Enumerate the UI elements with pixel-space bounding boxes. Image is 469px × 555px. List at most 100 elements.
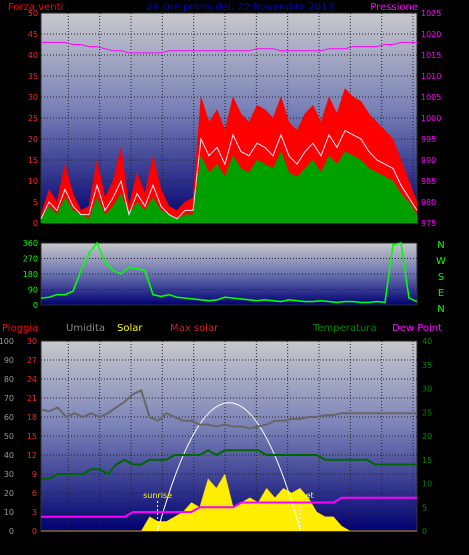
y-tick-humidity: 70 (4, 394, 14, 403)
y-axis-left-1: 0 5 10 15 20 25 30 35 40 45 50 (28, 9, 38, 228)
y-tick-right: 980 (421, 198, 436, 207)
series-line (41, 496, 417, 518)
series-line (41, 449, 417, 480)
sunrise-label: sunrise (143, 491, 172, 500)
y-tick-left: 30 (28, 93, 38, 102)
y-tick-left: 50 (28, 9, 38, 18)
y-tick-left: 5 (33, 198, 38, 207)
y-tick-rain: 24 (27, 375, 37, 384)
y-tick-right: 1000 (421, 114, 441, 123)
y-axis-left-3: 0 10 20 30 40 50 60 70 80 90 100 (0, 337, 14, 536)
y-tick-left: 45 (28, 30, 38, 39)
x-tick: 18 (314, 228, 324, 237)
x-tick: 06 (126, 538, 136, 547)
x-tick: 20 (345, 228, 355, 237)
x-tick: 16 (283, 228, 293, 237)
wind-series-area (40, 150, 418, 224)
wind-avg-line (40, 129, 418, 220)
y-tick-rain: 0 (32, 527, 37, 536)
y-tick-left: 15 (28, 156, 38, 165)
x-tick: 06 (126, 228, 136, 237)
y-tick-temp: 5 (422, 503, 427, 512)
legend-entry: Dew Point (392, 323, 442, 334)
x-tick: 16 (283, 538, 293, 547)
x-axis-sunrise-label: sunrise (144, 539, 169, 547)
wind-direction-line (40, 241, 418, 304)
y-tick-humidity: 30 (4, 470, 14, 479)
y-axis-right-1: 975 980 985 990 995 1000 1005 1010 1015 1020 1025 (421, 9, 441, 228)
y-tick-rain: 3 (32, 508, 37, 517)
compass-label: E (438, 288, 444, 299)
y-tick-dir: 360 (23, 239, 38, 248)
y-tick-left: 40 (28, 51, 38, 60)
y-tick-rain: 21 (27, 394, 37, 403)
plot-area-2 (41, 243, 417, 305)
y-tick-right: 990 (421, 156, 436, 165)
y-tick-humidity: 50 (4, 432, 14, 441)
y-tick-right: 975 (421, 219, 436, 228)
x-tick: 04 (95, 228, 105, 237)
y-tick-left: 0 (33, 219, 38, 228)
x-tick: 14 (251, 228, 261, 237)
y-tick-dir: 270 (23, 255, 38, 264)
y-tick-right: 1005 (421, 93, 441, 102)
y-tick-temp: 40 (422, 337, 432, 346)
y-axis-rain-3: 0 3 6 9 12 15 18 21 24 27 30 (27, 337, 37, 536)
x-tick: 20 (345, 538, 355, 547)
y-tick-left: 20 (28, 135, 38, 144)
x-tick: 00 (408, 228, 418, 237)
chart-title: 24 Ore prima del: 22 Novembre 2013 (146, 2, 333, 13)
legend-entry: Pioggia (2, 323, 38, 334)
y-tick-rain: 27 (27, 356, 37, 365)
y-tick-left: 10 (28, 177, 38, 186)
x-tick: 02 (63, 228, 73, 237)
y-tick-left: 35 (28, 72, 38, 81)
x-tick: 08 (157, 538, 167, 547)
y-tick-rain: 6 (32, 489, 37, 498)
legend-entry: Solar (117, 323, 143, 334)
y-tick-right: 1010 (421, 72, 441, 81)
y-tick-right: 1015 (421, 51, 441, 60)
y-tick-rain: 18 (27, 413, 37, 422)
max-solar-curve (157, 402, 301, 532)
sunset-label: sunset (287, 491, 314, 500)
series-group-1 (40, 41, 418, 224)
y-tick-right: 995 (421, 135, 436, 144)
y-tick-right: 1025 (421, 9, 441, 18)
x-tick: 18 (314, 538, 324, 547)
y-axis-left-2: 0 90 180 270 360 (23, 239, 38, 310)
y-tick-rain: 15 (27, 432, 37, 441)
y-tick-temp: 35 (422, 361, 432, 370)
pressure-line (41, 41, 417, 54)
pressure-label: Pressione (370, 2, 418, 13)
legend-entry: Temperatura (312, 323, 377, 334)
y-tick-temp: 20 (422, 432, 432, 441)
series-line (40, 389, 417, 430)
y-tick-temp: 15 (422, 456, 432, 465)
wind-speed-label: Forza venti (8, 2, 63, 13)
y-tick-temp: 10 (422, 480, 432, 489)
y-tick-humidity: 90 (4, 356, 14, 365)
x-tick: 14 (251, 538, 261, 547)
compass-label: S (438, 272, 444, 283)
compass-label: N (437, 304, 444, 315)
x-tick: 12 (220, 228, 230, 237)
x-tick: 12 (220, 538, 230, 547)
compass-label: W (436, 256, 446, 267)
x-tick: 04 (95, 538, 105, 547)
series-group-2 (40, 241, 418, 304)
compass-label: N (437, 240, 444, 251)
y-tick-humidity: 80 (4, 375, 14, 384)
y-tick-left: 25 (28, 114, 38, 123)
x-tick: 10 (189, 538, 199, 547)
series-group-3: sunrise sunset (40, 389, 417, 532)
legend: Pioggia Umidita Solar Max solar Temperatura D… (2, 323, 442, 334)
x-tick: 00 (408, 538, 418, 547)
y-tick-rain: 12 (27, 451, 37, 460)
x-axis-3: 02 04 06 08 10 12 14 16 18 20 22 00 sunrise (63, 538, 418, 547)
